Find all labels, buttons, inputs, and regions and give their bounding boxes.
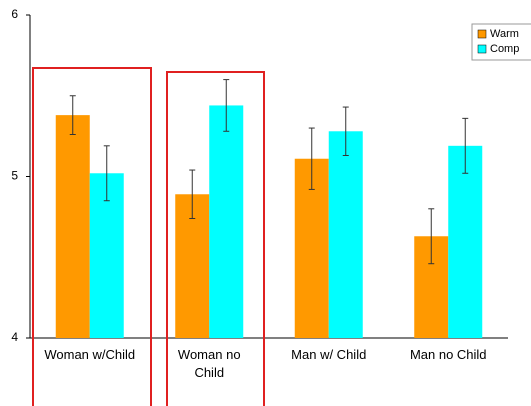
bar <box>328 131 363 338</box>
x-tick-label: Woman no Child <box>177 347 241 380</box>
bar <box>448 145 483 338</box>
x-tick-label: Man w/ Child <box>291 347 367 362</box>
y-tick-label: 5 <box>11 169 18 183</box>
y-tick-label: 6 <box>11 7 18 21</box>
bar <box>55 115 90 338</box>
x-tick-label: Woman w/Child <box>44 347 136 362</box>
y-tick-label: 4 <box>11 330 18 344</box>
x-tick-label: Man no Child <box>409 347 487 362</box>
legend-swatch <box>477 44 487 54</box>
legend-label: Comp <box>490 43 519 55</box>
legend-swatch <box>477 29 487 39</box>
legend-label: Warm <box>490 28 519 40</box>
highlight-box <box>32 67 152 406</box>
highlight-box <box>166 71 265 406</box>
bar <box>209 105 244 338</box>
